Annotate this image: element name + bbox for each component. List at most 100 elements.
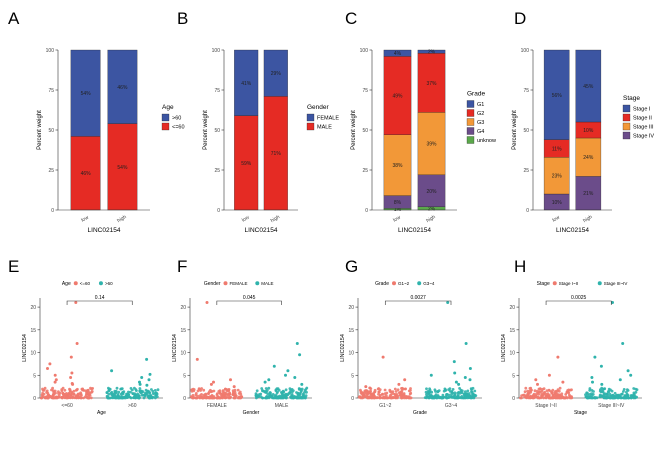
bar-segment (263, 49, 288, 97)
y-tick-label: 75 (523, 88, 529, 94)
legend-swatch (622, 113, 631, 122)
data-point (548, 396, 552, 400)
data-point (445, 396, 448, 400)
legend-label: FEMALE (317, 116, 339, 122)
y-tick-label: 100 (521, 48, 530, 54)
data-point (196, 394, 200, 398)
legend-swatch (223, 281, 228, 286)
legend-swatch (622, 122, 631, 131)
data-point (453, 371, 457, 375)
data-point (397, 382, 401, 386)
y-tick-label: 0 (183, 396, 186, 402)
data-point (537, 392, 541, 396)
data-point (105, 391, 109, 394)
data-point (215, 396, 219, 400)
data-point (296, 393, 300, 397)
data-point (260, 387, 264, 390)
data-point (448, 390, 452, 393)
legend-title: Grade (375, 281, 389, 287)
data-point (65, 395, 68, 399)
data-point (48, 362, 52, 366)
data-point (88, 393, 92, 397)
data-point (74, 301, 78, 304)
data-point (194, 392, 198, 395)
y-tick-label: 50 (362, 128, 368, 134)
y-tick-label: 75 (48, 88, 54, 94)
data-point (153, 392, 157, 395)
data-point (529, 390, 533, 394)
data-point (359, 388, 362, 392)
legend-label: Stage IV (633, 134, 654, 140)
x-axis-label: LINC02154 (88, 227, 121, 234)
data-point (198, 387, 201, 391)
data-point (138, 387, 142, 390)
data-point (363, 390, 367, 394)
data-point (622, 390, 625, 393)
data-label: 2% (428, 206, 436, 212)
data-point (556, 355, 560, 359)
x-axis-label: Gender (243, 410, 260, 416)
data-label: 38% (392, 163, 403, 169)
data-point (269, 395, 273, 398)
y-tick-label: 50 (48, 128, 54, 134)
data-point (371, 392, 374, 396)
data-point (536, 382, 539, 386)
x-axis-label: LINC02154 (398, 227, 431, 234)
data-point (131, 392, 135, 395)
data-point (208, 396, 212, 400)
data-point (601, 387, 605, 391)
data-point (201, 396, 205, 400)
legend-label: G4 (477, 129, 484, 135)
data-point (69, 355, 73, 359)
data-point (105, 394, 109, 398)
data-point (632, 387, 636, 390)
x-axis-label: Age (97, 410, 106, 416)
data-point (364, 385, 368, 389)
data-point (372, 394, 376, 398)
data-point (622, 388, 626, 391)
data-point (526, 395, 530, 399)
data-point (51, 394, 55, 397)
y-tick-label: 0 (51, 208, 54, 214)
data-point (115, 386, 119, 390)
data-point (277, 388, 281, 392)
data-point (58, 391, 62, 395)
data-point (148, 391, 152, 395)
data-point (407, 395, 411, 398)
data-point (462, 396, 465, 400)
data-point (71, 396, 74, 400)
data-point (464, 396, 468, 400)
y-tick-label: 0 (526, 208, 529, 214)
significance-bracket (216, 300, 282, 305)
data-point (147, 378, 151, 382)
data-point (303, 389, 307, 392)
y-tick-label: 75 (362, 88, 368, 94)
x-tick-label: Stage I~II (535, 403, 557, 409)
y-tick-label: 75 (214, 88, 220, 94)
data-point (409, 396, 413, 400)
data-point (69, 393, 73, 396)
y-axis-label: LINC02154 (172, 334, 178, 362)
x-axis-label: Grade (413, 410, 427, 416)
data-point (263, 390, 267, 394)
x-axis-label: LINC02154 (245, 227, 278, 234)
data-label: 10% (552, 200, 563, 206)
data-point (126, 390, 130, 394)
data-point (265, 389, 269, 392)
data-point (633, 393, 636, 396)
legend-swatch (622, 131, 631, 140)
data-point (89, 396, 93, 400)
data-point (140, 376, 144, 379)
data-point (200, 387, 204, 390)
data-point (391, 392, 394, 395)
data-point (429, 373, 433, 377)
data-point (215, 392, 219, 395)
significance-bracket (384, 300, 452, 305)
legend-swatch (466, 118, 475, 126)
data-point (454, 380, 458, 384)
data-point (397, 391, 401, 395)
significance-bracket (545, 300, 612, 305)
data-point (524, 386, 528, 390)
panel-letter: E (8, 257, 19, 276)
data-point (255, 389, 259, 393)
